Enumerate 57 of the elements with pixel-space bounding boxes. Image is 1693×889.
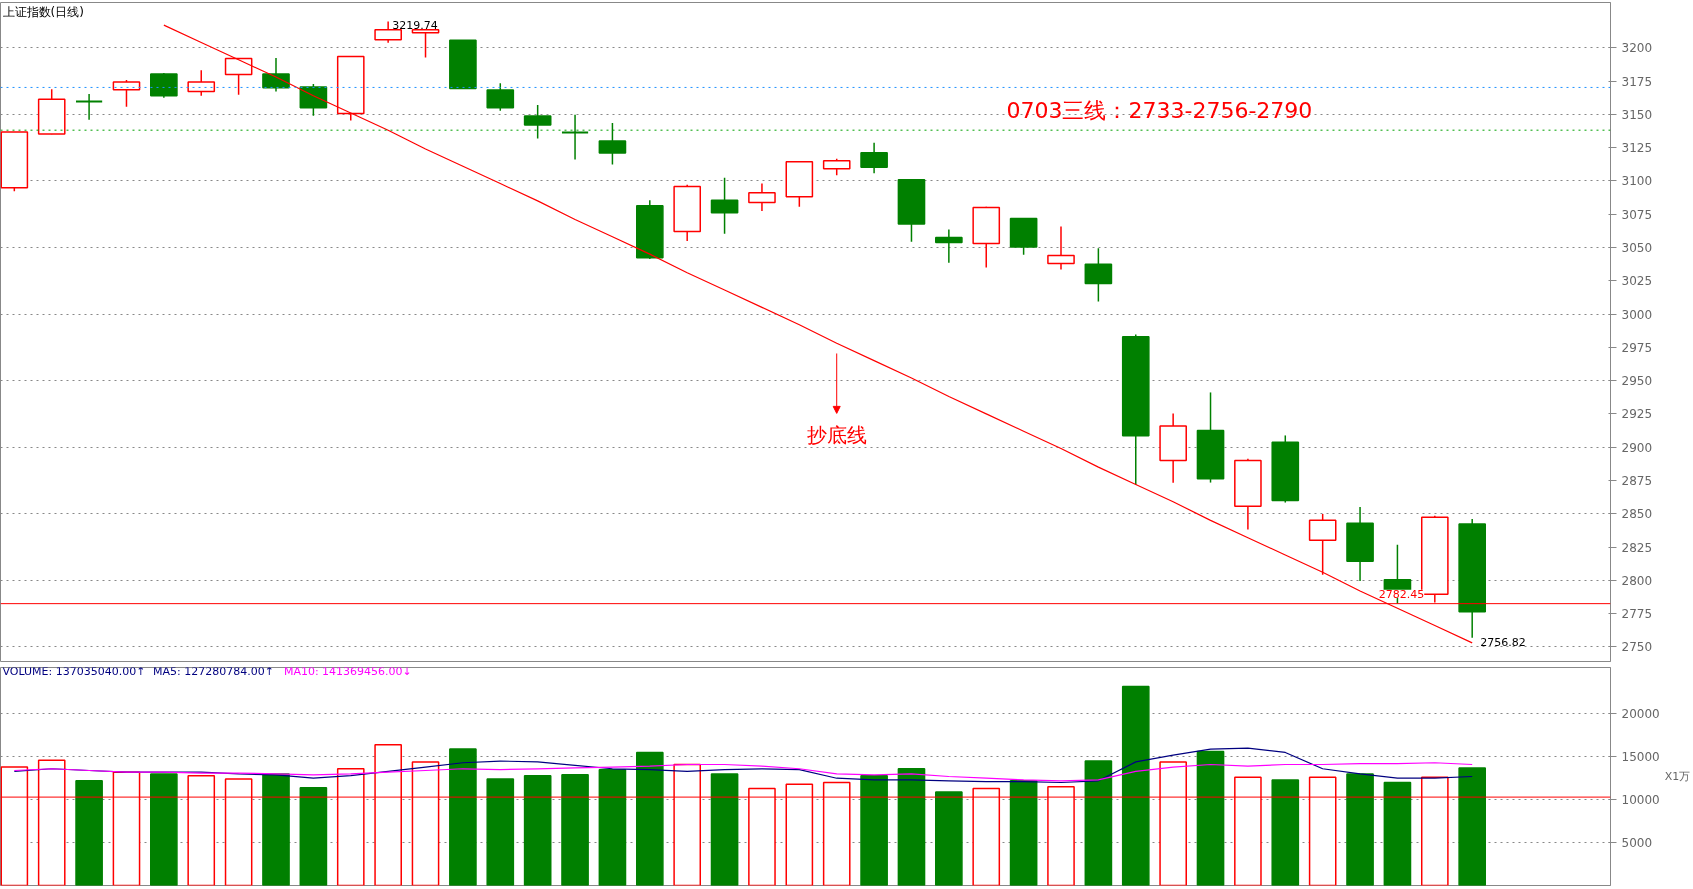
- bar: [1084, 760, 1113, 886]
- y-tick-label: 2775: [1621, 607, 1653, 622]
- line-series: [13, 762, 1473, 782]
- candlestick: [411, 29, 440, 59]
- annotation: 2782.45: [1378, 587, 1425, 601]
- bar: [1458, 767, 1487, 886]
- bar: [561, 774, 589, 886]
- annotation: 抄底线: [806, 422, 867, 447]
- y-axis-title: X1万: [1664, 770, 1691, 783]
- bar: [262, 773, 290, 886]
- annotation: 0703三线：2733-2756-2790: [1006, 97, 1313, 123]
- y-tick-label: 3075: [1621, 207, 1653, 222]
- y-tick-label: 2825: [1621, 540, 1653, 555]
- bar: [1271, 779, 1300, 886]
- y-tick-label: 2975: [1621, 340, 1653, 355]
- y-tick-label: 2900: [1621, 440, 1653, 455]
- candlestick: [75, 93, 104, 121]
- bar: [486, 778, 515, 886]
- y-tick-label: 3025: [1621, 274, 1653, 289]
- bar: [1121, 685, 1150, 886]
- bar: [299, 786, 328, 886]
- bar: [1009, 780, 1038, 886]
- chart-title: 上证指数(日线): [2, 4, 84, 19]
- y-tick-label: 3200: [1621, 41, 1653, 56]
- bar: [1196, 750, 1225, 886]
- bar: [1346, 773, 1374, 886]
- bar: [449, 748, 477, 886]
- bar: [935, 791, 963, 886]
- bar: [860, 774, 888, 886]
- y-tick-label: 5000: [1621, 836, 1653, 851]
- y-tick-label: 2750: [1621, 640, 1653, 655]
- y-tick-label: 3100: [1621, 174, 1653, 189]
- y-tick-label: 3125: [1621, 141, 1653, 156]
- y-tick-label: 2950: [1621, 374, 1653, 389]
- bar: [635, 751, 664, 886]
- y-tick-label: 10000: [1621, 793, 1660, 808]
- bar: [598, 768, 627, 886]
- bar: [523, 774, 552, 886]
- y-tick-label: 15000: [1621, 750, 1660, 765]
- annotation: 2756.82: [1480, 635, 1526, 649]
- y-tick-label: 3050: [1621, 240, 1653, 255]
- candlestick: [560, 114, 590, 161]
- y-tick-label: 3000: [1621, 307, 1653, 322]
- bar: [150, 773, 178, 886]
- bar: [710, 773, 739, 886]
- y-tick-label: 2850: [1621, 507, 1653, 522]
- y-tick-label: 3150: [1621, 107, 1653, 122]
- annotation: 3219.74: [392, 19, 438, 33]
- y-tick-label: 3175: [1621, 74, 1653, 89]
- bar: [1383, 781, 1412, 886]
- candlestick: [935, 228, 963, 264]
- y-tick-label: 2925: [1621, 407, 1653, 422]
- y-tick-label: 20000: [1621, 707, 1660, 722]
- y-tick-label: 2875: [1621, 473, 1653, 488]
- bar: [75, 780, 103, 886]
- y-tick-label: 2800: [1621, 573, 1653, 588]
- bar: [897, 768, 926, 886]
